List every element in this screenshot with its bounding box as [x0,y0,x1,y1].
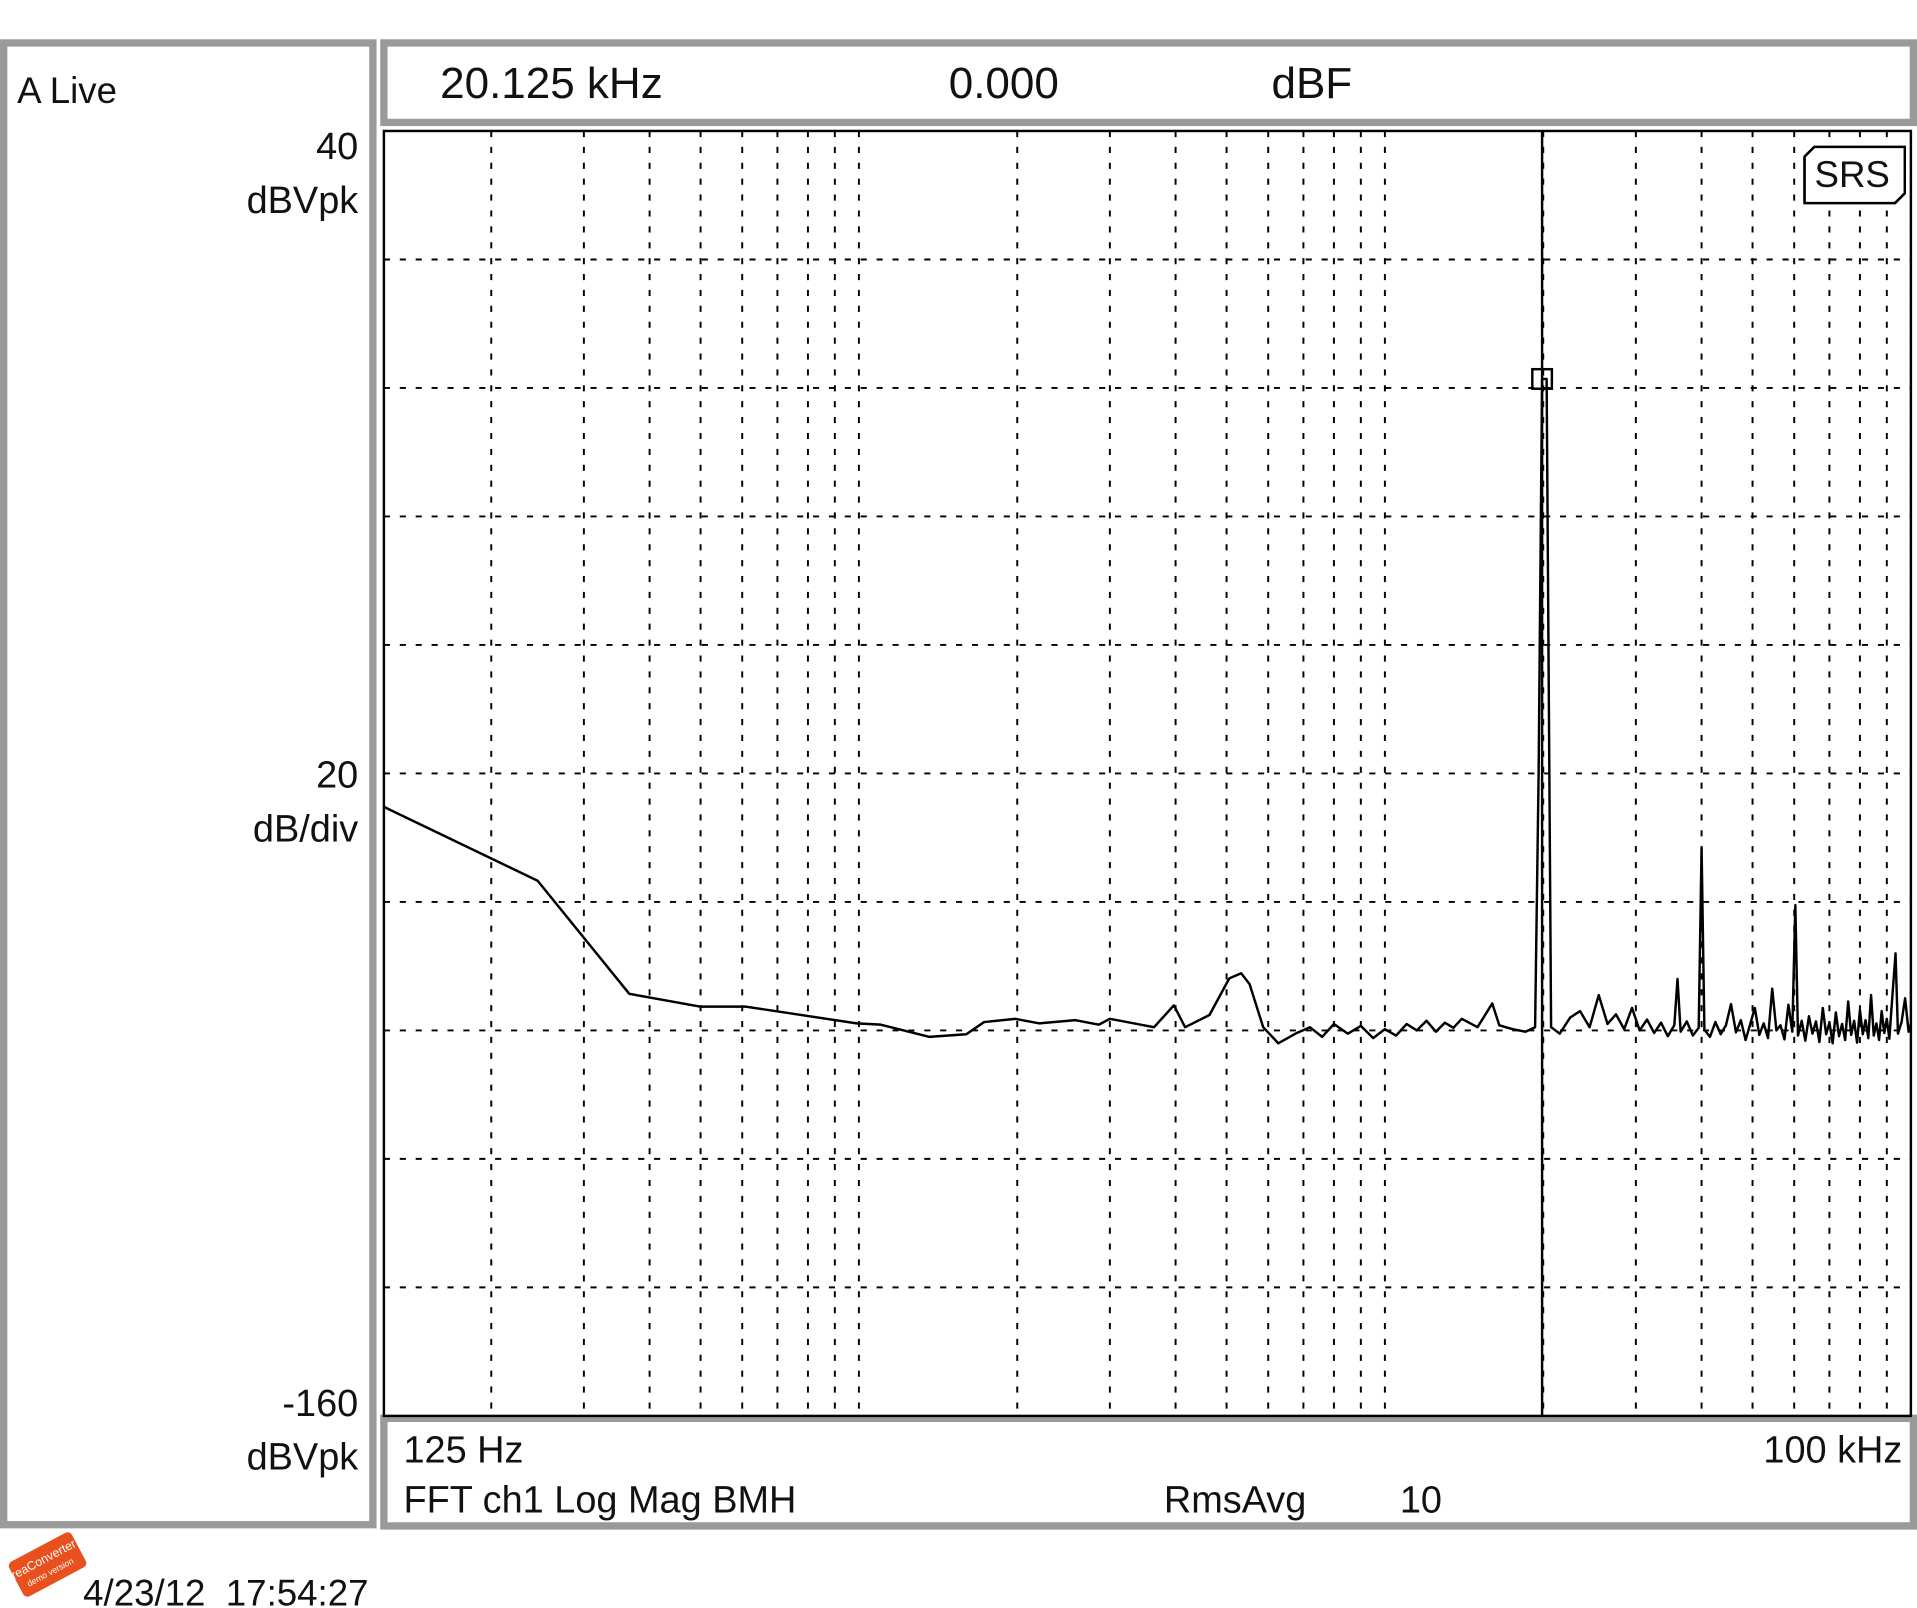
averaging-count: 10 [1400,1479,1442,1521]
marker-box [1531,367,1554,390]
y-unit: dBVpk [247,180,359,222]
scale-per-div: 20 [316,754,358,796]
timestamp: 4/23/12 17:54:27 [83,1572,368,1608]
left-panel [0,39,377,1529]
y-max-label: 40 [316,126,358,168]
x-end-label: 100 kHz [1763,1429,1902,1471]
scale-unit: dB/div [253,808,358,850]
info-bar [380,1414,1917,1530]
y-unit: dBVpk [247,1437,359,1479]
status: A Live [17,70,117,111]
logo-shadow [1803,146,1906,204]
logo-text: SRS [1815,154,1890,195]
y-min-label: -160 [282,1383,358,1425]
trace-layer [383,130,1913,1416]
measurement: FFT ch1 Log Mag BMH [403,1479,796,1521]
grid [383,130,1912,1416]
marker-frequency: 20.125 kHz [440,59,663,108]
marker-unit: dBF [1271,59,1352,108]
readout-bar [380,39,1917,127]
marker-value: 0.000 [949,59,1059,108]
srs-logo: SRS [1803,145,1906,205]
watermark-badge [8,1532,87,1597]
x-start-label: 125 Hz [403,1429,523,1471]
trace [383,377,1913,1045]
averaging-label: RmsAvg [1164,1479,1306,1521]
